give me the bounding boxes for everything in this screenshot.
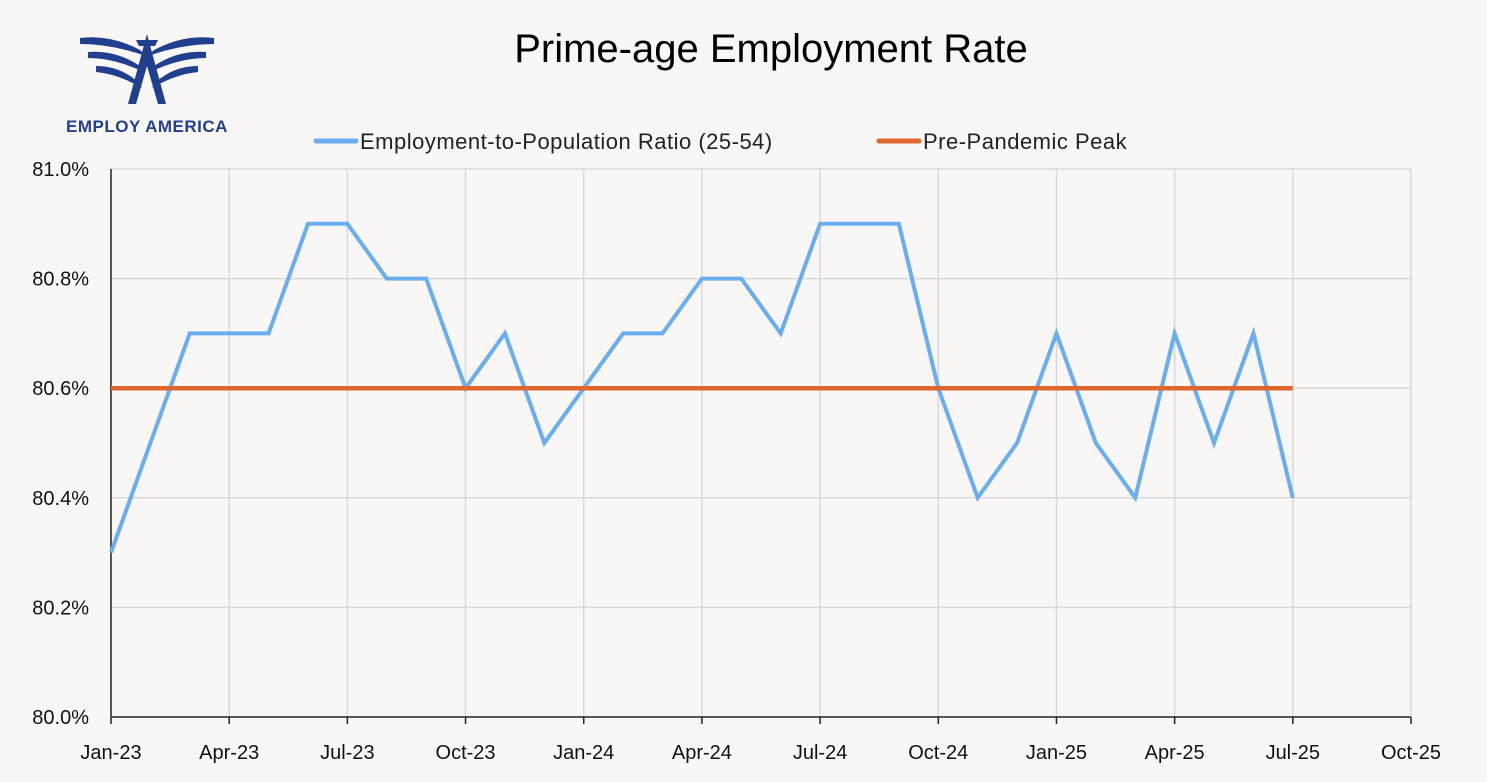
x-tick-label: Jan-23 [80,742,141,764]
x-tick-label: Jul-24 [793,742,847,764]
legend-label-peak: Pre-Pandemic Peak [923,129,1128,154]
x-tick-label: Apr-24 [672,742,732,764]
series-line-employment-ratio [109,221,1295,554]
chart-title: Prime-age Employment Rate [514,27,1028,71]
x-tick-label: Jul-25 [1266,742,1320,764]
y-tick-label: 80.4% [32,488,89,510]
y-tick-label: 80.6% [32,378,89,400]
y-tick-label: 80.0% [32,707,89,729]
legend-label-ratio: Employment-to-Population Ratio (25-54) [360,129,773,154]
brand-name: EMPLOY AMERICA [66,117,228,136]
y-axis-tick-labels: 80.0% 80.2% 80.4% 80.6% 80.8% 81.0% [32,159,89,729]
x-tick-label: Oct-24 [908,742,968,764]
x-tick-label: Apr-25 [1145,742,1205,764]
x-tick-label: Oct-25 [1381,742,1441,764]
legend: Employment-to-Population Ratio (25-54) P… [313,129,1128,154]
y-tick-label: 81.0% [32,159,89,181]
eagle-wings-logo-icon [80,34,214,104]
y-tick-label: 80.8% [32,269,89,291]
x-tick-label: Jan-24 [553,742,614,764]
x-tick-label: Oct-23 [436,742,496,764]
axes [110,169,1412,724]
y-tick-label: 80.2% [32,597,89,619]
x-tick-label: Apr-23 [199,742,259,764]
x-tick-label: Jul-23 [320,742,374,764]
x-tick-label: Jan-25 [1026,742,1087,764]
series-lines [109,221,1295,554]
x-axis-tick-labels: Jan-23 Apr-23 Jul-23 Oct-23 Jan-24 Apr-24 Jul-… [80,742,1441,764]
